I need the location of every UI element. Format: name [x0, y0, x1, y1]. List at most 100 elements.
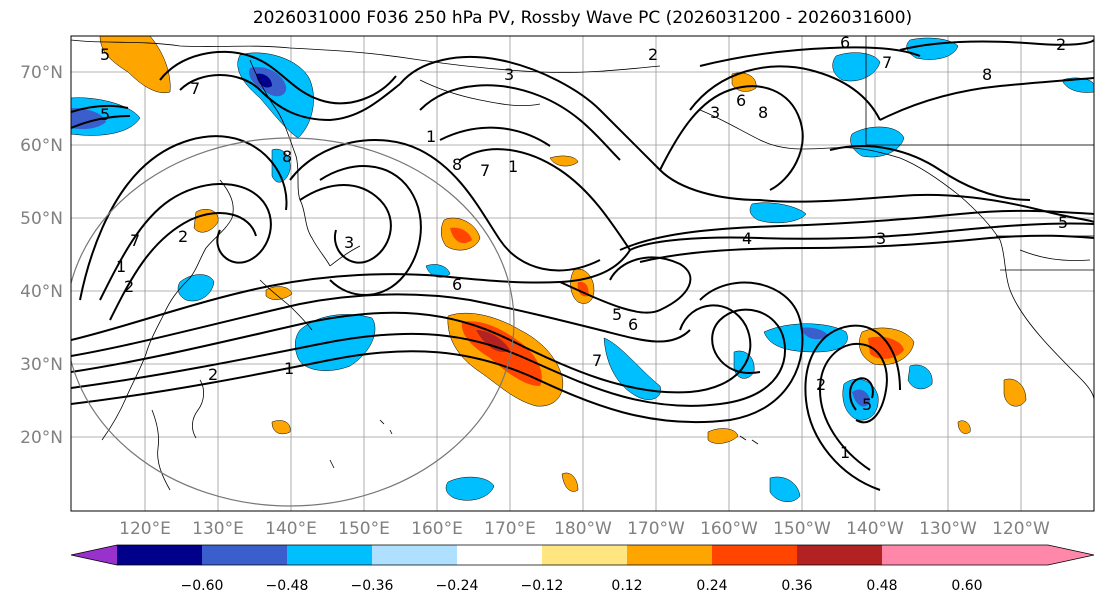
- longitude-labels: 120°E 130°E 140°E 150°E 160°E 170°E 180°…: [119, 519, 1050, 539]
- contour-label: 3: [504, 65, 514, 84]
- map-frame: [70, 35, 1095, 512]
- contour-label: 1: [284, 359, 294, 378]
- colorbar-tick: 0.60: [951, 578, 982, 594]
- contour-label: 7: [130, 231, 140, 250]
- colorbar-bin: [712, 545, 798, 565]
- range-ring: [71, 137, 515, 507]
- lat-label: 50°N: [20, 209, 63, 229]
- colorbar-tick: 0.24: [696, 578, 727, 594]
- negative-anomaly-hawaii-north: [603, 337, 661, 400]
- colorbar-tick: −0.60: [181, 578, 224, 594]
- colorbar-outline: [70, 544, 1095, 566]
- negative-anomaly-bering: [832, 52, 881, 82]
- lon-label: 120°W: [992, 519, 1050, 539]
- contour-label: 6: [840, 33, 850, 52]
- negative-anomaly-subtropic: [445, 476, 495, 501]
- latitude-labels: 70°N 60°N 50°N 40°N 30°N 20°N: [20, 63, 63, 448]
- lon-label: 140°E: [265, 519, 317, 539]
- colorbar-tick: 0.12: [611, 578, 642, 594]
- map-title: 2026031000 F036 250 hPa PV, Rossby Wave …: [252, 8, 913, 28]
- contour-label: 5: [612, 305, 622, 324]
- positive-anomaly-small-6: [549, 155, 579, 167]
- negative-anomaly-baja: [907, 364, 933, 390]
- negative-anomaly-gulf: [749, 202, 807, 224]
- colorbar-bin: [627, 545, 713, 565]
- contour-label: 1: [840, 443, 850, 462]
- negative-anomaly-small-4: [271, 148, 291, 183]
- contour-label: 2: [1056, 35, 1066, 54]
- colorbar-bin: [202, 545, 288, 565]
- lon-label: 160°E: [411, 519, 463, 539]
- lat-label: 70°N: [20, 63, 63, 83]
- contour-label: 5: [100, 105, 110, 124]
- positive-anomaly-small-5: [271, 420, 291, 435]
- anomaly-fills: [71, 36, 1094, 503]
- colorbar-tick: −0.48: [266, 578, 309, 594]
- contour-label: 7: [882, 53, 892, 72]
- lon-label: 180°W: [554, 519, 612, 539]
- colorbar-bin: [117, 545, 203, 565]
- positive-anomaly-central-pacific-center: [476, 330, 510, 352]
- contour-label: 2: [208, 365, 218, 384]
- lat-label: 20°N: [20, 428, 63, 448]
- negative-anomaly-east-pacific-core: [800, 327, 828, 340]
- contour-label: 8: [758, 103, 768, 122]
- contour-label: 7: [190, 79, 200, 98]
- contour-label: 3: [344, 233, 354, 252]
- positive-anomaly-small-7: [561, 472, 579, 492]
- negative-anomaly-small-3: [425, 264, 451, 278]
- lon-label: 140°W: [846, 519, 904, 539]
- colorbar-left-extension: [71, 545, 117, 565]
- contour-label: 1: [508, 157, 518, 176]
- lat-label: 40°N: [20, 282, 63, 302]
- colorbar-bin: [287, 545, 373, 565]
- colorbar-right-extension: [882, 545, 1094, 565]
- negative-anomaly-east-subtropic: [769, 476, 801, 503]
- lon-label: 170°E: [484, 519, 536, 539]
- contour-label: 4: [742, 229, 752, 248]
- lon-label: 160°W: [700, 519, 758, 539]
- contour-label: 8: [282, 147, 292, 166]
- colorbar-tick: 0.36: [781, 578, 812, 594]
- contour-label: 1: [426, 127, 436, 146]
- contour-label: 5: [1058, 213, 1068, 232]
- pv-contours: [71, 39, 1094, 491]
- contour-label: 7: [592, 351, 602, 370]
- colorbar-bin: [457, 545, 543, 565]
- contour-label: 1: [116, 257, 126, 276]
- lon-label: 130°W: [919, 519, 977, 539]
- contour-label: 5: [100, 45, 110, 64]
- colorbar-tick: 0.48: [866, 578, 897, 594]
- colorbar-tick: −0.24: [436, 578, 479, 594]
- colorbar-tick: −0.12: [521, 578, 564, 594]
- contour-label: 2: [178, 227, 188, 246]
- contour-label: 6: [736, 91, 746, 110]
- contour-label: 3: [876, 229, 886, 248]
- contour-label: 7: [480, 161, 490, 180]
- contour-label: 2: [124, 277, 134, 296]
- negative-anomaly-kamchatka-center: [256, 73, 272, 88]
- contour-label: 6: [628, 315, 638, 334]
- lon-label: 150°W: [773, 519, 831, 539]
- lon-label: 120°E: [119, 519, 171, 539]
- coastlines: [71, 36, 1094, 491]
- positive-anomaly-arctic: [99, 36, 171, 94]
- negative-anomaly-small-2: [1061, 77, 1094, 93]
- positive-anomaly-small-2: [707, 428, 739, 444]
- contour-label: 5: [862, 395, 872, 414]
- positive-anomaly-small-8: [957, 420, 971, 434]
- positive-anomaly-northwest-pacific-core: [450, 227, 472, 244]
- contour-label: 8: [452, 155, 462, 174]
- positive-anomaly-east-core: [868, 336, 904, 359]
- colorbar-tick: −0.36: [351, 578, 394, 594]
- lon-label: 150°E: [338, 519, 390, 539]
- positive-anomaly-small-1: [1003, 378, 1027, 407]
- colorbar: −0.60 −0.48 −0.36 −0.24 −0.12 0.12 0.24 …: [70, 544, 1095, 594]
- colorbar-bin: [542, 545, 628, 565]
- contour-label: 3: [710, 103, 720, 122]
- lat-label: 60°N: [20, 136, 63, 156]
- lon-label: 170°W: [627, 519, 685, 539]
- colorbar-bin: [372, 545, 458, 565]
- colorbar-bin: [797, 545, 883, 565]
